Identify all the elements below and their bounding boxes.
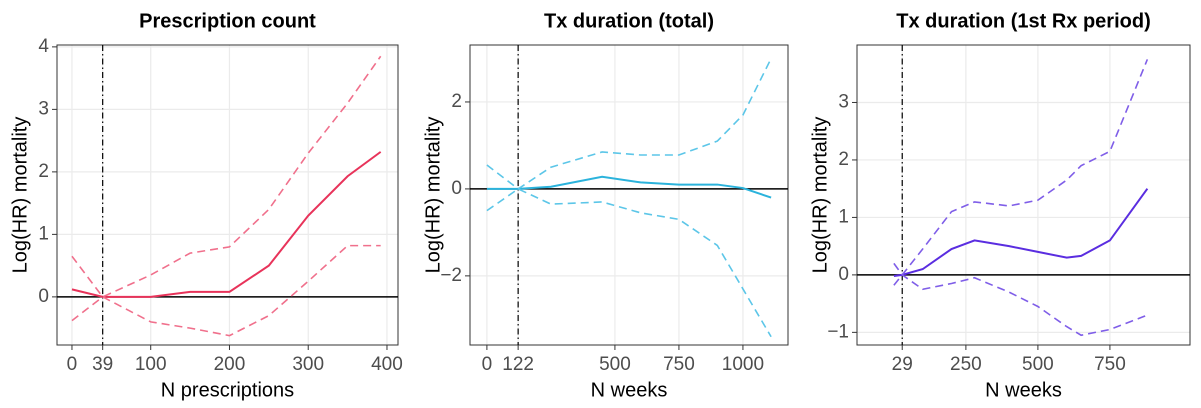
y-tick-label: 3 bbox=[838, 91, 849, 112]
panel-border bbox=[56, 44, 399, 346]
x-tick-label: 200 bbox=[214, 354, 246, 375]
panel-title: Tx duration (1st Rx period) bbox=[896, 10, 1150, 32]
panel-title: Prescription count bbox=[139, 10, 316, 32]
y-tick-label: 2 bbox=[38, 161, 49, 182]
panel bbox=[57, 45, 398, 345]
y-tick-label: 0 bbox=[38, 286, 49, 307]
panel-title: Tx duration (total) bbox=[544, 10, 714, 32]
panel-border bbox=[856, 44, 1191, 346]
line-series bbox=[486, 58, 772, 190]
x-axis-label: N weeks bbox=[591, 379, 668, 401]
line-series bbox=[893, 262, 1148, 337]
line-series bbox=[893, 59, 1149, 286]
x-tick-label: 250 bbox=[950, 354, 982, 375]
line-series bbox=[486, 175, 772, 199]
y-tick-label: 3 bbox=[38, 98, 49, 119]
x-axis-label: N weeks bbox=[985, 379, 1062, 401]
x-tick-label: 100 bbox=[135, 354, 167, 375]
line-series bbox=[71, 55, 382, 298]
x-tick-label: 500 bbox=[599, 354, 631, 375]
y-tick-label: 0 bbox=[838, 264, 849, 285]
y-tick-label: −1 bbox=[827, 321, 849, 342]
panel bbox=[470, 45, 788, 345]
line-series bbox=[71, 151, 382, 298]
x-tick-label: 750 bbox=[1094, 354, 1126, 375]
y-axis-label: Log(HR) mortality bbox=[9, 117, 31, 274]
y-tick-label: 2 bbox=[838, 149, 849, 170]
line-series bbox=[893, 188, 1149, 278]
line-series bbox=[71, 244, 381, 337]
y-tick-label: 0 bbox=[451, 178, 462, 199]
x-tick-label: 1000 bbox=[722, 354, 764, 375]
y-tick-label: 4 bbox=[38, 36, 49, 57]
x-tick-label: 122 bbox=[502, 354, 534, 375]
x-tick-label: 29 bbox=[892, 354, 913, 375]
y-tick-label: 2 bbox=[451, 91, 462, 112]
panel-border bbox=[469, 44, 789, 346]
x-tick-label: 0 bbox=[482, 354, 493, 375]
y-axis-label: Log(HR) mortality bbox=[809, 117, 831, 274]
x-axis-label: N prescriptions bbox=[161, 379, 294, 401]
x-tick-label: 400 bbox=[371, 354, 403, 375]
y-tick-label: −2 bbox=[440, 265, 462, 286]
x-tick-label: 39 bbox=[92, 354, 113, 375]
y-tick-label: 1 bbox=[838, 206, 849, 227]
y-tick-label: 1 bbox=[38, 223, 49, 244]
y-axis-label: Log(HR) mortality bbox=[422, 117, 444, 274]
x-tick-label: 500 bbox=[1022, 354, 1054, 375]
x-tick-label: 300 bbox=[292, 354, 324, 375]
x-tick-label: 750 bbox=[663, 354, 695, 375]
x-tick-label: 0 bbox=[67, 354, 78, 375]
panel bbox=[857, 45, 1190, 345]
